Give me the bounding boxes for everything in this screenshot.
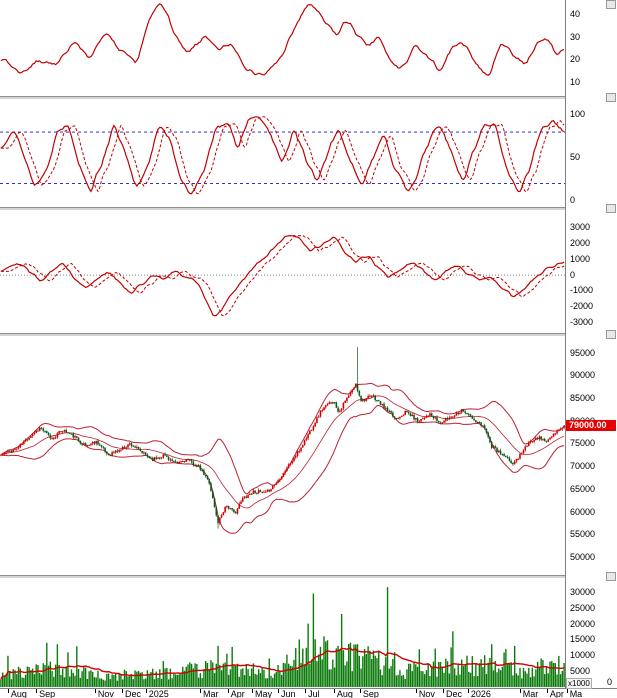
panel-separator[interactable] — [0, 333, 617, 336]
x-axis-month-label: Aug — [10, 689, 27, 698]
y-axis-tick-label: 3000 — [570, 222, 591, 233]
y-axis-tick-label: 50 — [570, 152, 581, 163]
x-axis-month-label: Jun — [280, 689, 296, 698]
y-axis-tick-label: 55000 — [570, 529, 596, 540]
x-axis-month-label: Mar — [203, 689, 219, 698]
y-axis-tick-label: 50000 — [570, 551, 596, 562]
y-axis-tick-label: 30000 — [570, 586, 596, 597]
y-axis-tick-label: -2000 — [570, 301, 594, 312]
x-axis-month-label: Apr — [549, 689, 564, 698]
x-axis-month-label: Apr — [230, 689, 245, 698]
panel-separator[interactable] — [0, 207, 617, 210]
x-axis-tick — [415, 689, 417, 693]
x-axis-month-label: May — [254, 689, 272, 698]
y-axis-tick-label: 2000 — [570, 238, 591, 249]
volume-chart[interactable] — [0, 578, 565, 687]
x-axis-tick — [145, 689, 147, 693]
x-axis-month-label: Mar — [522, 689, 539, 698]
y-axis-tick-label: 0 — [570, 195, 576, 206]
y-axis-tick-label: 0 — [570, 269, 576, 280]
y-axis-tick-label: -1000 — [570, 285, 594, 296]
x-axis-month-label: Sep — [39, 689, 56, 698]
current-price-value: 79000.00 — [569, 420, 607, 431]
y-axis-tick-label: 95000 — [570, 347, 596, 358]
x-axis-month-label: 2025 — [148, 689, 169, 698]
panel-separator[interactable] — [0, 96, 617, 99]
panel-resize-button[interactable] — [606, 572, 616, 581]
x-axis-month-label: Dec — [125, 689, 142, 698]
x-axis-tick — [7, 689, 9, 693]
price-axis-column: 40 30 20 10 100 50 0 3000 2000 1000 0 -1000 -2000 -30… — [565, 0, 617, 688]
x-axis-month-label: Aug — [336, 689, 353, 698]
x-axis-tick — [36, 689, 38, 693]
x-axis-month-label: Jul — [308, 689, 320, 698]
panel-resize-button[interactable] — [606, 0, 616, 9]
y-axis-tick-label: -3000 — [570, 316, 594, 327]
panel-separator[interactable] — [0, 575, 617, 578]
y-axis-tick-label: 25000 — [570, 602, 596, 613]
x-axis-tick — [277, 689, 279, 693]
panel-resize-button[interactable] — [606, 330, 616, 339]
y-axis-tick-label: 1000 — [570, 253, 591, 264]
y-axis-tick-label: 60000 — [570, 506, 596, 517]
y-axis-tick-label: 10 — [570, 77, 581, 88]
x-axis-month-label: 2026 — [470, 689, 491, 698]
y-axis-tick-label: 100 — [570, 109, 586, 120]
macd-chart[interactable] — [0, 210, 565, 333]
y-axis-tick-label: 20000 — [570, 618, 596, 629]
panel-resize-button[interactable] — [606, 204, 616, 213]
volume-zero-tick-label: 0 — [607, 677, 613, 687]
time-axis: Aug Sep Nov Dec 2025 Mar Apr May Jun Jul Aug Sep Nov… — [0, 688, 617, 698]
x-axis-tick — [546, 689, 548, 693]
y-axis-tick-label: 85000 — [570, 393, 596, 404]
stochastic-chart[interactable] — [0, 99, 565, 207]
x-axis-tick — [305, 689, 307, 693]
y-axis-tick-label: 30 — [570, 31, 581, 42]
y-axis-tick-label: 65000 — [570, 483, 596, 494]
momentum-indicator-chart[interactable] — [0, 0, 565, 96]
y-axis-tick-label: 5000 — [570, 666, 591, 677]
y-axis-tick-label: 75000 — [570, 438, 596, 449]
y-axis-tick-label: 20 — [570, 54, 581, 65]
x-axis-tick — [122, 689, 124, 693]
panel-resize-button[interactable] — [606, 93, 616, 102]
current-price-label: 79000.00 — [566, 420, 616, 432]
x-axis-tick — [227, 689, 229, 693]
x-axis-month-label: Nov — [418, 689, 435, 698]
x-axis-tick — [566, 689, 568, 693]
x-axis-month-label: Dec — [445, 689, 462, 698]
x-axis-month-label: Nov — [97, 689, 114, 698]
y-axis-tick-label: 40 — [570, 8, 581, 19]
x-axis-tick — [251, 689, 253, 693]
y-axis-tick-label: 70000 — [570, 461, 596, 472]
candlestick-price-chart[interactable] — [0, 336, 565, 575]
y-axis-tick-label: 90000 — [570, 370, 596, 381]
x-axis-tick — [94, 689, 96, 693]
x-axis-tick — [442, 689, 444, 693]
x-axis-month-label: Sep — [362, 689, 379, 698]
volume-unit-label: x1000 — [566, 678, 592, 689]
x-axis-tick — [200, 689, 201, 693]
x-axis-tick — [359, 689, 361, 693]
y-axis-tick-label: 15000 — [570, 634, 596, 645]
y-axis-tick-label: 10000 — [570, 650, 596, 661]
x-axis-tick — [333, 689, 335, 693]
x-axis-month-label: Ma — [569, 689, 583, 698]
x-axis-tick — [519, 689, 521, 693]
x-axis-tick — [467, 689, 469, 693]
